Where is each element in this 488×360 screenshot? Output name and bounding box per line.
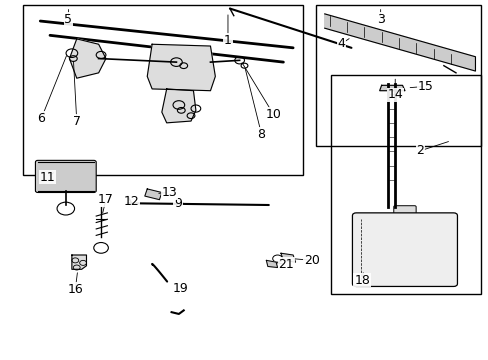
Polygon shape (379, 85, 404, 91)
Circle shape (365, 258, 376, 266)
Ellipse shape (57, 162, 74, 191)
Polygon shape (147, 44, 215, 91)
Text: 1: 1 (224, 34, 231, 47)
Polygon shape (144, 189, 162, 200)
Text: 20: 20 (303, 254, 319, 267)
Text: 8: 8 (257, 128, 265, 141)
Text: 12: 12 (123, 195, 139, 208)
Polygon shape (266, 260, 277, 267)
FancyBboxPatch shape (35, 160, 96, 193)
Text: 10: 10 (265, 108, 281, 121)
Text: 3: 3 (376, 13, 384, 26)
Text: 5: 5 (64, 13, 72, 26)
Polygon shape (69, 39, 106, 78)
Polygon shape (281, 253, 295, 262)
Text: 17: 17 (98, 193, 114, 206)
Polygon shape (162, 89, 196, 123)
Polygon shape (324, 14, 474, 71)
Text: 16: 16 (67, 283, 83, 296)
Text: 18: 18 (353, 274, 369, 287)
Text: 4: 4 (337, 37, 345, 50)
Text: 7: 7 (73, 114, 81, 127)
Text: 11: 11 (40, 171, 55, 184)
Polygon shape (72, 255, 86, 269)
Text: 14: 14 (386, 89, 402, 102)
Text: 19: 19 (172, 283, 188, 296)
Text: 6: 6 (37, 112, 45, 125)
FancyBboxPatch shape (393, 206, 415, 217)
FancyBboxPatch shape (352, 213, 457, 287)
Text: 2: 2 (416, 144, 424, 157)
Text: 15: 15 (417, 80, 432, 93)
Text: 13: 13 (161, 186, 177, 199)
Text: 9: 9 (174, 197, 182, 210)
Text: 21: 21 (278, 258, 294, 271)
